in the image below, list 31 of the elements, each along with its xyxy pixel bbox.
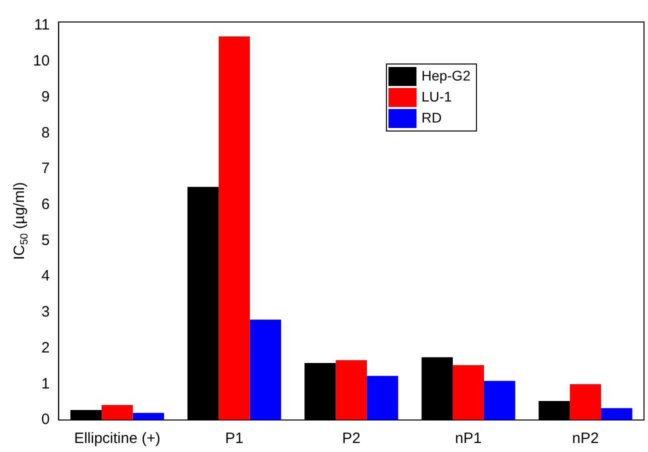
legend-label: RD	[421, 109, 442, 126]
y-tick-label: 2	[41, 339, 50, 356]
x-tick-label: P1	[225, 430, 244, 448]
y-tick-label: 4	[41, 268, 50, 285]
bar	[102, 404, 133, 420]
bar	[336, 360, 367, 420]
y-axis-title: IC50 (µg/ml)	[11, 182, 30, 260]
bar	[132, 412, 164, 420]
x-tick-label: nP1	[455, 430, 482, 448]
y-tick-label: 8	[41, 124, 50, 142]
bar	[366, 376, 398, 420]
legend-label: Hep-G2	[421, 67, 471, 84]
bar	[218, 36, 250, 420]
bar	[601, 408, 632, 420]
bar	[570, 384, 602, 420]
y-tick-label: 1	[41, 375, 50, 392]
y-tick-label: 5	[41, 232, 50, 249]
bar	[250, 320, 282, 420]
y-tick-label: 0	[41, 411, 50, 428]
bar	[484, 380, 516, 420]
x-tick-label: Ellipcitine (+)	[74, 430, 160, 448]
y-tick-label: 11	[34, 16, 50, 34]
x-tick-label: nP2	[572, 430, 599, 448]
legend-label: LU-1	[421, 88, 452, 104]
y-tick-label: 6	[41, 196, 50, 214]
y-tick-label: 9	[41, 88, 50, 106]
y-tick-label: 10	[32, 52, 50, 70]
bar	[452, 365, 484, 420]
x-tick-label: P2	[342, 430, 361, 448]
y-tick-label: 7	[41, 160, 50, 178]
y-tick-label: 3	[41, 304, 50, 321]
